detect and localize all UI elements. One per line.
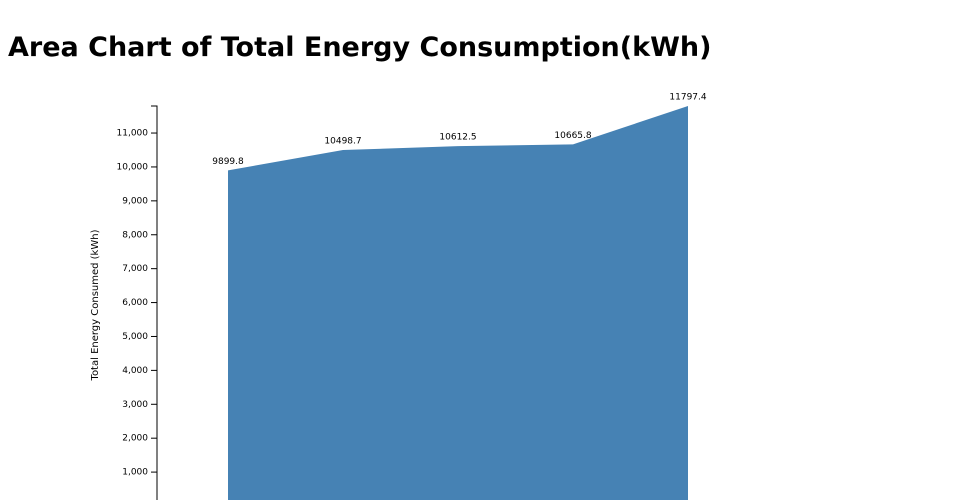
- y-tick-label: 5,000: [122, 332, 148, 342]
- y-tick-label: 7,000: [122, 264, 148, 274]
- y-axis-label: Total Energy Consumed (kWh): [90, 229, 101, 381]
- area: [228, 106, 688, 500]
- y-tick-label: 1,000: [122, 468, 148, 478]
- y-tick-label: 11,000: [117, 129, 149, 139]
- y-tick-label: 6,000: [122, 298, 148, 308]
- y-axis-line: [151, 105, 158, 500]
- y-tick-label: 3,000: [122, 400, 148, 410]
- y-tick-label: 4,000: [122, 366, 148, 376]
- data-label: 10498.7: [324, 137, 361, 147]
- data-label: 10612.5: [439, 133, 476, 143]
- y-tick-label: 9,000: [122, 196, 148, 206]
- y-tick-label: 10,000: [117, 162, 149, 172]
- data-label: 9899.8: [212, 157, 244, 167]
- data-label: 10665.8: [554, 131, 591, 141]
- y-tick-label: 2,000: [122, 434, 148, 444]
- data-label: 11797.4: [669, 93, 706, 103]
- chart-title: Area Chart of Total Energy Consumption(k…: [8, 32, 711, 63]
- y-tick-label: 8,000: [122, 230, 148, 240]
